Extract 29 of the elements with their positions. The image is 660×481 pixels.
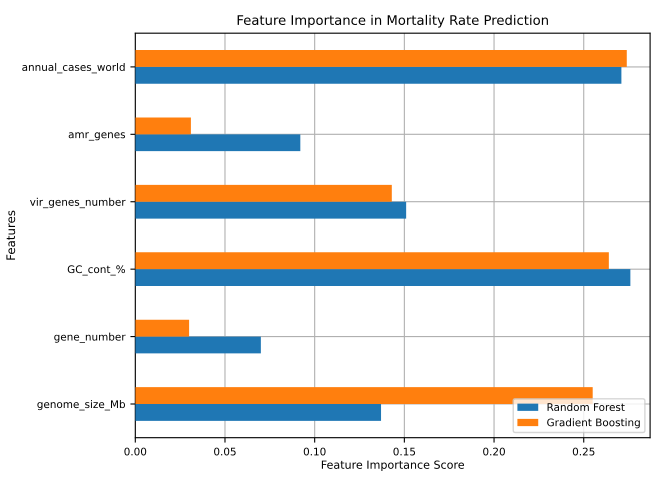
chart-title: Feature Importance in Mortality Rate Prediction bbox=[238, 14, 548, 28]
legend-label: Gradient Boosting bbox=[547, 418, 640, 428]
bar bbox=[135, 117, 191, 134]
bar bbox=[135, 269, 630, 286]
y-tick-label: amr_genes bbox=[68, 132, 126, 141]
bar bbox=[135, 320, 190, 337]
x-tick-label: 0.15 bbox=[393, 448, 416, 456]
y-axis-title: Features bbox=[6, 210, 16, 260]
bar bbox=[135, 66, 622, 84]
bar bbox=[135, 134, 300, 152]
x-tick-label: 0.05 bbox=[214, 448, 236, 456]
bar bbox=[135, 252, 609, 270]
bar bbox=[135, 336, 261, 354]
bar bbox=[135, 50, 627, 67]
x-tick-label: 0.10 bbox=[304, 448, 326, 456]
y-tick-label: gene_number bbox=[54, 332, 126, 343]
y-tick-label: annual_cases_world bbox=[22, 62, 125, 74]
bar bbox=[135, 404, 382, 421]
x-axis-title: Feature Importance Score bbox=[322, 460, 464, 472]
bar bbox=[135, 387, 593, 404]
x-tick-label: 0.00 bbox=[124, 448, 146, 456]
y-tick-label: GC_cont_% bbox=[68, 265, 126, 276]
legend-label: Random Forest bbox=[548, 402, 625, 412]
y-tick-label: vir_genes_number bbox=[30, 198, 126, 208]
x-tick-label: 0.25 bbox=[572, 448, 594, 456]
bar bbox=[135, 184, 392, 202]
bar bbox=[135, 202, 406, 219]
y-tick-label: genome_size_Mb bbox=[37, 400, 126, 410]
x-tick-label: 0.20 bbox=[483, 448, 505, 456]
